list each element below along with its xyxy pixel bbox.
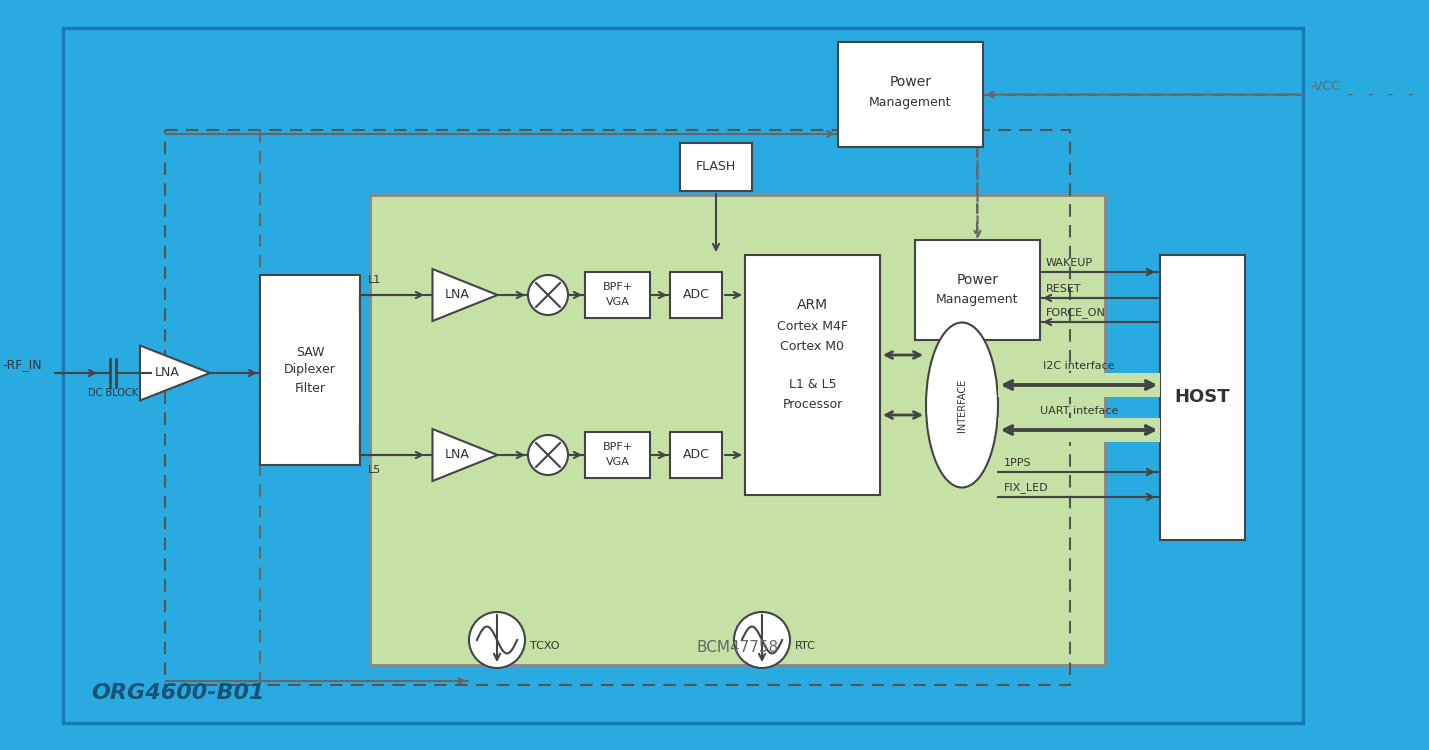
Bar (745, 255, 880, 495)
Text: ARM: ARM (797, 298, 827, 312)
Text: SAW: SAW (296, 346, 324, 358)
Text: I2C interface: I2C interface (1043, 361, 1115, 371)
Text: L1: L1 (369, 275, 382, 285)
Text: Power: Power (956, 273, 999, 287)
Text: VGA: VGA (606, 297, 629, 307)
Bar (370, 195, 1105, 665)
Text: L1 & L5: L1 & L5 (789, 379, 836, 392)
Text: VGA: VGA (606, 457, 629, 467)
Text: ADC: ADC (683, 448, 709, 461)
Text: FIX_LED: FIX_LED (1005, 482, 1049, 493)
Bar (63, 28, 1303, 723)
Bar (584, 432, 650, 478)
Text: LNA: LNA (444, 448, 470, 461)
Bar (670, 432, 722, 478)
Text: Diplexer: Diplexer (284, 364, 336, 376)
Text: Cortex M0: Cortex M0 (780, 340, 845, 353)
Text: Power: Power (889, 76, 932, 89)
Bar (915, 240, 1040, 340)
Polygon shape (433, 269, 497, 321)
Text: LNA: LNA (444, 289, 470, 302)
Text: LNA: LNA (154, 367, 180, 380)
Text: HOST: HOST (1175, 388, 1230, 406)
Text: WAKEUP: WAKEUP (1046, 258, 1093, 268)
Text: BCM47758: BCM47758 (696, 640, 779, 655)
Bar (837, 42, 983, 147)
Circle shape (527, 275, 567, 315)
Circle shape (735, 612, 790, 668)
Text: 1PPS: 1PPS (1005, 458, 1032, 468)
Text: FLASH: FLASH (696, 160, 736, 173)
Bar (260, 275, 360, 465)
Text: ADC: ADC (683, 289, 709, 302)
Text: Filter: Filter (294, 382, 326, 394)
Bar (584, 272, 650, 318)
Text: Cortex M4F: Cortex M4F (777, 320, 847, 334)
Text: FORCE_ON: FORCE_ON (1046, 307, 1106, 318)
Bar (1160, 255, 1245, 540)
Text: BPF+: BPF+ (603, 282, 633, 292)
Ellipse shape (926, 322, 997, 488)
Text: L5: L5 (369, 465, 382, 475)
Bar (670, 272, 722, 318)
Text: Management: Management (936, 293, 1019, 307)
Bar (164, 130, 1070, 685)
Bar (997, 373, 1160, 397)
Text: BPF+: BPF+ (603, 442, 633, 452)
Text: RTC: RTC (795, 641, 816, 651)
Circle shape (469, 612, 524, 668)
Text: INTERFACE: INTERFACE (957, 378, 967, 432)
Bar (997, 418, 1160, 442)
Text: -: - (1348, 87, 1353, 102)
Text: -VCC: -VCC (1310, 80, 1340, 92)
Text: -: - (1368, 87, 1373, 102)
Polygon shape (140, 346, 210, 400)
Text: TCXO: TCXO (530, 641, 560, 651)
Text: -: - (1388, 87, 1393, 102)
Circle shape (527, 435, 567, 475)
Text: DC BLOCK: DC BLOCK (89, 388, 139, 398)
Text: ORG4600-B01: ORG4600-B01 (91, 683, 264, 703)
Bar (680, 143, 752, 191)
Text: RESET: RESET (1046, 284, 1082, 294)
Text: -: - (1408, 87, 1413, 102)
Text: UART inteface: UART inteface (1040, 406, 1117, 416)
Text: Management: Management (869, 96, 952, 109)
Text: Processor: Processor (782, 398, 843, 412)
Text: -RF_IN: -RF_IN (1, 358, 41, 371)
Polygon shape (433, 429, 497, 481)
